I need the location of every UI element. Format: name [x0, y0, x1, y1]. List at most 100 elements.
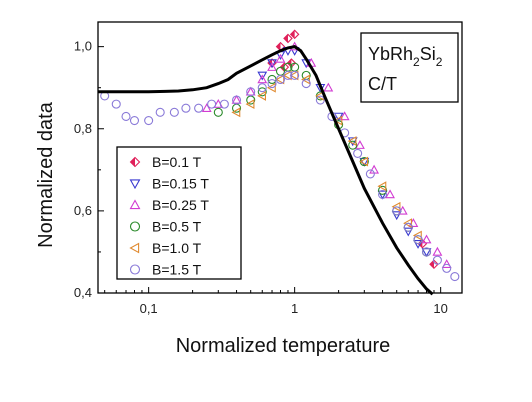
data-point	[432, 255, 442, 265]
x-axis-title: Normalized temperature	[176, 335, 391, 357]
data-point	[219, 99, 229, 109]
data-point	[421, 247, 432, 257]
legend-marker	[129, 264, 141, 275]
inset-compound-sub1: 2	[413, 55, 420, 69]
data-point	[231, 94, 242, 104]
legend-label: B=0.5 T	[152, 219, 202, 235]
data-point	[353, 148, 363, 158]
data-point	[267, 62, 277, 71]
data-point	[289, 70, 299, 81]
data-point	[267, 59, 277, 69]
data-point	[365, 169, 375, 179]
theory-curve	[98, 45, 434, 296]
data-point	[378, 189, 388, 200]
x-tick-label: 0,1	[140, 301, 158, 316]
data-point	[421, 234, 432, 244]
data-point	[421, 248, 432, 258]
y-tick-label: 0,8	[74, 121, 92, 136]
data-point	[442, 263, 452, 273]
data-point	[289, 29, 300, 40]
y-tick-label: 0,6	[74, 203, 92, 218]
x-tick-label: 1	[291, 301, 298, 316]
data-point	[412, 230, 422, 241]
data-point	[333, 115, 343, 126]
data-point	[441, 259, 452, 269]
data-point	[275, 74, 285, 85]
data-point	[257, 74, 268, 84]
data-point	[301, 79, 311, 89]
data-point	[315, 95, 325, 105]
inset-compound-sub2: 2	[436, 55, 443, 69]
data-point	[207, 99, 217, 109]
series-3	[201, 41, 452, 269]
data-point	[385, 189, 395, 199]
data-point	[257, 71, 268, 81]
inset-quantity-label: C/T	[368, 74, 397, 94]
data-point	[323, 82, 334, 92]
inset-compound-label: YbRh2Si2	[368, 44, 443, 69]
data-point	[257, 87, 267, 97]
data-point	[283, 33, 293, 44]
data-point	[111, 99, 121, 109]
data-point	[121, 111, 131, 121]
data-point	[155, 107, 165, 117]
x-tick-label: 10	[433, 301, 447, 316]
data-point	[403, 222, 413, 232]
legend-frame	[116, 146, 242, 280]
legend-label: B=0.15 T	[152, 176, 209, 192]
legend-label: B=0.1 T	[152, 154, 202, 170]
legend-marker	[129, 199, 141, 210]
data-point	[359, 157, 370, 167]
series-5	[231, 70, 422, 241]
data-point	[257, 83, 267, 93]
data-point	[391, 211, 402, 221]
legend-label: B=1.5 T	[152, 262, 202, 278]
data-point	[403, 218, 413, 229]
data-point	[275, 74, 286, 85]
data-point	[194, 103, 204, 113]
inset-compound-base: YbRh	[368, 44, 413, 64]
data-point	[213, 107, 223, 117]
data-point	[257, 90, 267, 101]
inset-label-frame	[360, 32, 459, 103]
data-point	[377, 190, 388, 200]
data-point	[347, 136, 357, 147]
data-point	[144, 115, 154, 126]
data-point	[246, 87, 256, 97]
legend-marker	[129, 242, 140, 254]
data-point	[231, 107, 241, 118]
data-point	[391, 201, 401, 212]
legend: B=0.1 T B=0.15 T B=0.25 T B=0.5 T B=1.0 T B=1…	[116, 146, 242, 280]
series-6	[100, 70, 460, 282]
data-point	[275, 53, 286, 63]
y-tick-label: 0,4	[74, 285, 92, 300]
data-point	[290, 70, 300, 80]
y-axis-title: Normalized data	[35, 101, 57, 248]
legend-label: B=1.0 T	[152, 240, 202, 256]
data-point	[378, 185, 388, 195]
data-point	[392, 206, 402, 216]
data-point	[275, 66, 286, 76]
legend-marker	[129, 179, 141, 190]
data-point	[432, 246, 443, 256]
inset-compound-mid: Si	[420, 44, 436, 64]
legend-label: B=0.25 T	[152, 197, 209, 213]
data-point	[201, 103, 212, 112]
data-point	[181, 103, 191, 113]
data-point	[245, 99, 255, 110]
data-point	[413, 235, 423, 245]
data-point	[403, 227, 414, 237]
data-point	[231, 95, 242, 105]
data-point	[413, 239, 423, 249]
data-point	[129, 115, 140, 126]
data-point	[169, 107, 179, 117]
inset-label-box: YbRh2Si2 C/T	[360, 32, 459, 103]
legend-marker	[129, 221, 141, 232]
y-tick-label: 1,0	[74, 39, 92, 54]
legend-marker	[129, 156, 141, 168]
data-point	[245, 86, 256, 96]
data-point	[429, 259, 439, 270]
data-point	[267, 79, 277, 89]
data-point	[355, 140, 365, 149]
